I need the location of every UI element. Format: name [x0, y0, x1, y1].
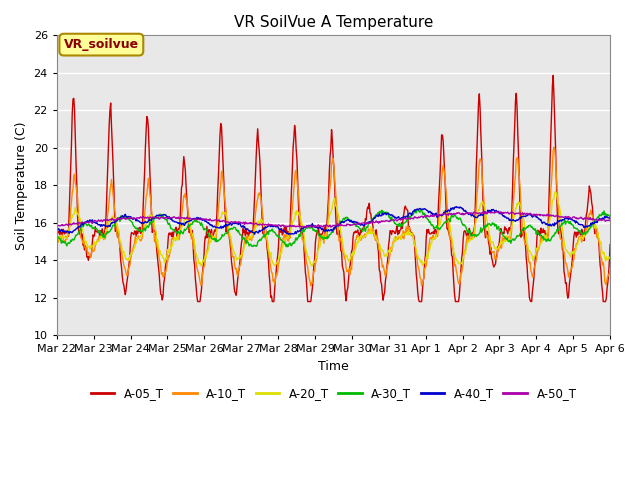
A-50_T — [63, 222, 70, 228]
A-40_T — [53, 224, 61, 230]
A-50_T — [606, 217, 614, 223]
A-10_T — [418, 283, 426, 288]
A-10_T — [176, 230, 184, 236]
A-20_T — [606, 254, 614, 260]
A-40_T — [606, 215, 614, 221]
A-50_T — [120, 215, 127, 221]
Line: A-30_T: A-30_T — [57, 209, 610, 247]
A-10_T — [53, 239, 61, 245]
Line: A-50_T: A-50_T — [57, 211, 610, 228]
A-05_T — [401, 203, 409, 209]
A-50_T — [481, 208, 488, 214]
A-05_T — [176, 220, 184, 226]
A-30_T — [606, 215, 614, 220]
A-50_T — [401, 216, 409, 222]
A-30_T — [176, 231, 184, 237]
A-20_T — [206, 238, 214, 244]
A-30_T — [120, 214, 127, 219]
A-40_T — [285, 231, 292, 237]
A-30_T — [205, 234, 213, 240]
A-10_T — [120, 263, 127, 268]
Line: A-20_T: A-20_T — [57, 192, 610, 266]
A-05_T — [606, 241, 614, 247]
A-40_T — [120, 215, 127, 220]
A-40_T — [176, 220, 184, 226]
A-05_T — [194, 299, 202, 304]
A-05_T — [53, 225, 61, 230]
A-40_T — [401, 215, 409, 220]
A-20_T — [418, 257, 426, 263]
A-50_T — [302, 225, 310, 230]
A-30_T — [401, 219, 409, 225]
A-30_T — [53, 232, 61, 238]
A-20_T — [401, 231, 409, 237]
Title: VR SoilVue A Temperature: VR SoilVue A Temperature — [234, 15, 433, 30]
A-05_T — [549, 72, 557, 78]
Text: VR_soilvue: VR_soilvue — [64, 38, 139, 51]
A-10_T — [606, 265, 614, 271]
A-05_T — [418, 299, 426, 304]
A-20_T — [120, 248, 127, 254]
A-50_T — [418, 214, 426, 219]
A-20_T — [63, 235, 70, 241]
A-10_T — [63, 237, 70, 242]
A-40_T — [205, 221, 213, 227]
A-30_T — [284, 244, 292, 250]
A-40_T — [452, 204, 460, 209]
A-40_T — [418, 207, 426, 213]
A-20_T — [53, 239, 61, 245]
X-axis label: Time: Time — [318, 360, 349, 373]
A-30_T — [417, 206, 425, 212]
A-50_T — [205, 217, 213, 223]
Line: A-05_T: A-05_T — [57, 75, 610, 301]
A-05_T — [63, 230, 70, 236]
A-20_T — [198, 263, 205, 269]
A-05_T — [120, 282, 127, 288]
Legend: A-05_T, A-10_T, A-20_T, A-30_T, A-40_T, A-50_T: A-05_T, A-10_T, A-20_T, A-30_T, A-40_T, … — [86, 382, 581, 404]
A-20_T — [176, 229, 184, 235]
A-10_T — [307, 283, 315, 289]
Y-axis label: Soil Temperature (C): Soil Temperature (C) — [15, 121, 28, 250]
A-10_T — [550, 144, 558, 150]
A-40_T — [63, 228, 70, 234]
Line: A-40_T: A-40_T — [57, 206, 610, 234]
A-20_T — [552, 189, 559, 194]
A-10_T — [205, 235, 213, 240]
A-30_T — [63, 243, 70, 249]
A-05_T — [206, 229, 214, 235]
A-50_T — [53, 223, 61, 228]
Line: A-10_T: A-10_T — [57, 147, 610, 286]
A-30_T — [419, 209, 426, 215]
A-50_T — [176, 216, 184, 221]
A-10_T — [401, 229, 409, 235]
